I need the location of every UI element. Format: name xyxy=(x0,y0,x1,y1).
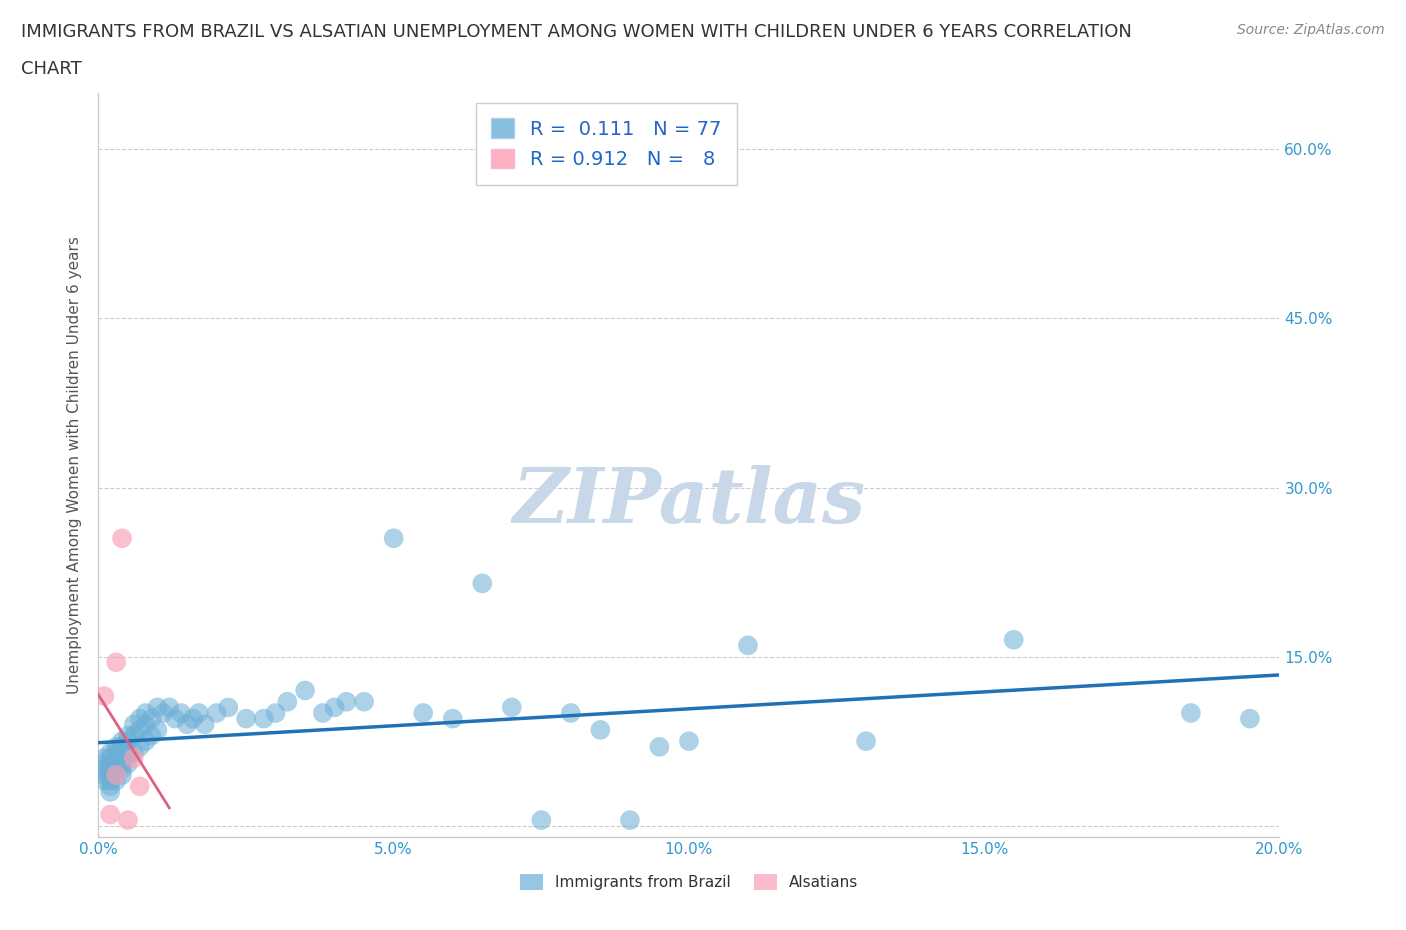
Point xyxy=(117,728,139,743)
Point xyxy=(235,711,257,726)
Point xyxy=(105,762,128,777)
Point xyxy=(648,739,671,754)
Point xyxy=(98,762,121,777)
Point xyxy=(589,723,612,737)
Point xyxy=(1239,711,1261,726)
Point xyxy=(382,531,405,546)
Text: ZIPatlas: ZIPatlas xyxy=(512,465,866,539)
Point xyxy=(105,739,128,754)
Point xyxy=(117,813,139,828)
Point xyxy=(98,785,121,800)
Point xyxy=(146,723,169,737)
Point xyxy=(105,773,128,788)
Point xyxy=(111,531,134,546)
Point xyxy=(105,655,128,670)
Point xyxy=(471,576,494,591)
Point xyxy=(678,734,700,749)
Point xyxy=(128,778,150,793)
Point xyxy=(117,756,139,771)
Point xyxy=(105,751,128,765)
Point xyxy=(217,700,239,715)
Point xyxy=(105,745,128,760)
Point xyxy=(135,706,157,721)
Legend: Immigrants from Brazil, Alsatians: Immigrants from Brazil, Alsatians xyxy=(513,868,865,897)
Y-axis label: Unemployment Among Women with Children Under 6 years: Unemployment Among Women with Children U… xyxy=(67,236,83,694)
Point xyxy=(117,734,139,749)
Point xyxy=(441,711,464,726)
Point xyxy=(170,706,193,721)
Point xyxy=(165,711,187,726)
Point xyxy=(128,723,150,737)
Point xyxy=(105,756,128,771)
Point xyxy=(98,807,121,822)
Point xyxy=(135,734,157,749)
Point xyxy=(1180,706,1202,721)
Point xyxy=(122,751,145,765)
Point xyxy=(335,695,357,710)
Point xyxy=(111,739,134,754)
Point xyxy=(98,773,121,788)
Point xyxy=(294,683,316,698)
Point xyxy=(93,756,115,771)
Point xyxy=(619,813,641,828)
Text: IMMIGRANTS FROM BRAZIL VS ALSATIAN UNEMPLOYMENT AMONG WOMEN WITH CHILDREN UNDER : IMMIGRANTS FROM BRAZIL VS ALSATIAN UNEMP… xyxy=(21,23,1132,41)
Point xyxy=(128,711,150,726)
Point xyxy=(98,767,121,782)
Point xyxy=(253,711,276,726)
Point xyxy=(152,706,174,721)
Point xyxy=(276,695,298,710)
Point xyxy=(111,756,134,771)
Point xyxy=(737,638,759,653)
Text: Source: ZipAtlas.com: Source: ZipAtlas.com xyxy=(1237,23,1385,37)
Point xyxy=(353,695,375,710)
Point xyxy=(122,728,145,743)
Point xyxy=(560,706,582,721)
Point xyxy=(312,706,335,721)
Point xyxy=(98,778,121,793)
Point xyxy=(323,700,346,715)
Point xyxy=(111,762,134,777)
Point xyxy=(146,700,169,715)
Point xyxy=(111,734,134,749)
Point xyxy=(205,706,228,721)
Point xyxy=(135,717,157,732)
Point xyxy=(855,734,877,749)
Point xyxy=(93,762,115,777)
Point xyxy=(111,767,134,782)
Point xyxy=(187,706,209,721)
Point xyxy=(264,706,287,721)
Point xyxy=(117,745,139,760)
Text: CHART: CHART xyxy=(21,60,82,78)
Point xyxy=(501,700,523,715)
Point xyxy=(141,728,163,743)
Point xyxy=(128,739,150,754)
Point xyxy=(93,751,115,765)
Point xyxy=(93,773,115,788)
Point xyxy=(1002,632,1025,647)
Point xyxy=(194,717,217,732)
Point xyxy=(157,700,180,715)
Point xyxy=(93,767,115,782)
Point xyxy=(98,751,121,765)
Point xyxy=(530,813,553,828)
Point xyxy=(412,706,434,721)
Point xyxy=(176,717,198,732)
Point xyxy=(105,767,128,782)
Point xyxy=(111,745,134,760)
Point xyxy=(122,745,145,760)
Point xyxy=(141,711,163,726)
Point xyxy=(98,745,121,760)
Point xyxy=(98,756,121,771)
Point xyxy=(93,688,115,703)
Point xyxy=(181,711,204,726)
Point xyxy=(122,717,145,732)
